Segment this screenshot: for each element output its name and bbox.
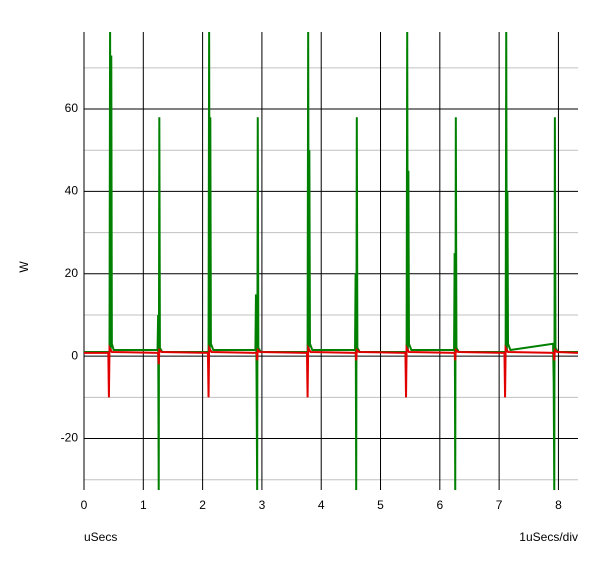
x-scale-label: 1uSecs/div (519, 530, 578, 544)
x-tick-label: 7 (496, 498, 503, 512)
y-axis-label: W (17, 261, 31, 273)
series-line (84, 344, 578, 398)
x-tick-label: 5 (377, 498, 384, 512)
x-axis-label: uSecs (84, 530, 117, 544)
plot (84, 32, 578, 490)
x-tick-label: 3 (259, 498, 266, 512)
series-line (84, 32, 578, 490)
x-tick-label: 2 (199, 498, 206, 512)
y-tick-label: 60 (65, 101, 79, 115)
y-tick-label: 40 (65, 184, 79, 198)
x-tick-label: 0 (81, 498, 88, 512)
y-tick-label: 0 (71, 348, 78, 362)
x-tick-label: 6 (436, 498, 443, 512)
x-tick-label: 4 (318, 498, 325, 512)
x-tick-label: 8 (555, 498, 562, 512)
y-tick-label: -20 (61, 431, 79, 445)
y-tick-label: 20 (65, 266, 79, 280)
x-tick-label: 1 (140, 498, 147, 512)
